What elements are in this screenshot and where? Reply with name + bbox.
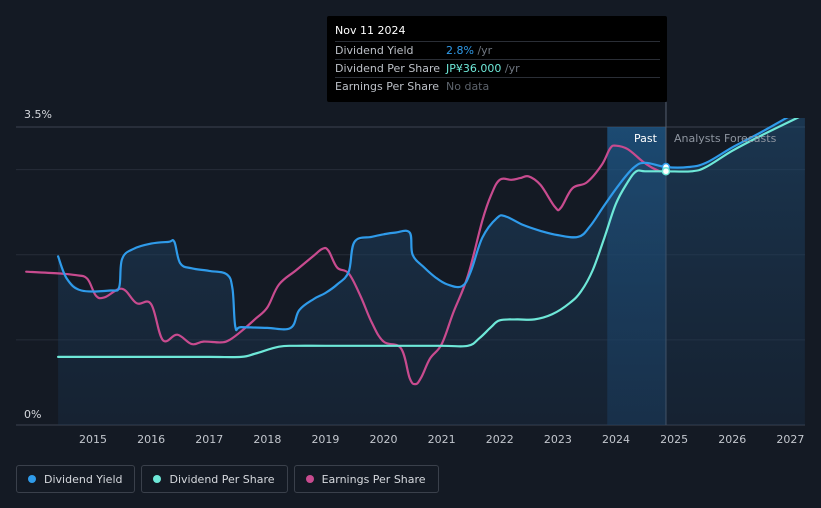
x-tick-label: 2020 [370,433,398,446]
x-tick-label: 2024 [602,433,630,446]
tooltip-value: 2.8% [446,44,474,57]
tooltip-value: JP¥36.000 [446,62,502,75]
x-tick-label: 2023 [544,433,572,446]
legend-label: Earnings Per Share [321,472,426,486]
tooltip-unit: /yr [473,44,493,57]
legend-dividend-yield[interactable]: Dividend Yield [16,465,136,493]
chart-legend: Dividend Yield Dividend Per Share Earnin… [16,465,439,493]
series-line-eps [25,144,661,386]
tooltip-unit: /yr [501,62,520,75]
x-tick-label: 2016 [137,433,165,446]
tooltip-row-earnings-per-share: Earnings Per Share No data [335,77,660,95]
x-tick-label: 2021 [428,433,456,446]
legend-dot-icon [28,475,36,483]
legend-dot-icon [305,475,314,483]
dividend-yield-area [58,118,805,425]
legend-label: Dividend Per Share [169,472,275,486]
x-tick-label: 2022 [486,433,514,446]
series-line-yield [57,118,789,332]
legend-dot-icon [153,475,162,483]
x-tick-label: 2027 [776,433,804,446]
x-tick-label: 2026 [718,433,746,446]
tooltip-label: Dividend Per Share [335,62,441,75]
tooltip-value: No data [446,80,490,93]
legend-dividend-per-share[interactable]: Dividend Per Share [141,465,288,493]
y-tick-label: 3.5% [24,108,52,121]
legend-earnings-per-share[interactable]: Earnings Per Share [293,465,439,493]
tooltip-date: Nov 11 2024 [335,24,406,37]
past-label: Past [634,132,658,145]
forecast-label: Analysts Forecasts [674,132,777,145]
marker-dps [661,167,671,176]
x-tick-label: 2018 [253,433,281,446]
x-tick-label: 2019 [311,433,339,446]
legend-label: Dividend Yield [44,472,123,486]
x-tick-label: 2017 [195,433,223,446]
tooltip-row-dividend-per-share: Dividend Per Share JP¥36.000 /yr [335,59,660,77]
tooltip-row-dividend-yield: Dividend Yield 2.8% /yr [335,41,660,59]
tooltip-label: Dividend Yield [335,44,414,57]
x-tick-label: 2015 [79,433,107,446]
x-tick-label: 2025 [660,433,688,446]
tooltip-label: Earnings Per Share [335,80,440,93]
data-tooltip: Nov 11 2024 Dividend Yield 2.8% /yr Divi… [327,16,667,102]
y-tick-label: 0% [24,408,41,421]
